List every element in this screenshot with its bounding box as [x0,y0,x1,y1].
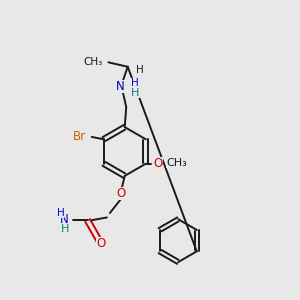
Text: H: H [131,78,139,88]
Text: H: H [131,88,140,98]
Text: O: O [116,187,126,200]
Text: Br: Br [73,130,86,143]
Text: N: N [59,213,68,226]
Text: CH₃: CH₃ [166,158,187,168]
Text: H: H [136,65,144,75]
Text: H: H [61,224,70,234]
Text: O: O [96,237,105,250]
Text: N: N [116,80,125,93]
Text: CH₃: CH₃ [84,57,103,67]
Text: O: O [154,157,163,169]
Text: H: H [57,208,64,218]
